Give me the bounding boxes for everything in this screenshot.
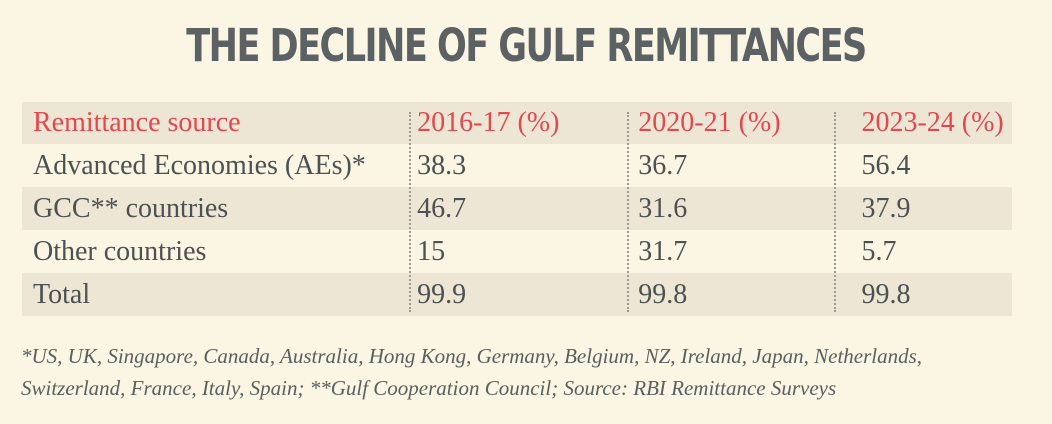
table-row-total: Total 99.9 99.8 99.8 [22,273,1012,316]
table-cell: 36.7 [638,150,688,181]
table-cell: 31.6 [638,193,688,224]
header-cell-2016-17: 2016-17 (%) [417,107,560,138]
table-cell: 37.9 [861,193,911,224]
header-cell-2023-24: 2023-24 (%) [861,107,1004,138]
column-divider [409,112,411,312]
column-divider [834,112,836,312]
table-cell: 99.8 [638,279,688,310]
table-row: Advanced Economies (AEs)* 38.3 36.7 56.4 [22,144,1012,187]
table-cell: 46.7 [417,193,467,224]
table-row: Other countries 15 31.7 5.7 [22,230,1012,273]
table-cell: 56.4 [861,150,911,181]
footnote: *US, UK, Singapore, Canada, Australia, H… [21,340,1041,404]
remittance-table: Remittance source 2016-17 (%) 2020-21 (%… [22,102,1012,316]
header-cell-source: Remittance source [33,107,241,138]
row-label: GCC** countries [33,193,229,224]
table-cell: 5.7 [861,236,897,267]
column-divider [627,112,629,312]
chart-title: THE DECLINE OF GULF REMITTANCES [186,19,867,72]
table-row: GCC** countries 46.7 31.6 37.9 [22,187,1012,230]
table-cell: 99.9 [417,279,467,310]
row-label: Advanced Economies (AEs)* [33,150,366,181]
footnote-line: *US, UK, Singapore, Canada, Australia, H… [21,344,923,368]
table-header-row: Remittance source 2016-17 (%) 2020-21 (%… [22,102,1012,144]
table-cell: 15 [417,236,446,267]
table-cell: 31.7 [638,236,688,267]
footnote-line: Switzerland, France, Italy, Spain; **Gul… [21,376,837,400]
header-cell-2020-21: 2020-21 (%) [638,107,781,138]
table-cell: 38.3 [417,150,467,181]
row-label: Other countries [33,236,207,267]
table-cell: 99.8 [861,279,911,310]
row-label: Total [33,279,91,310]
